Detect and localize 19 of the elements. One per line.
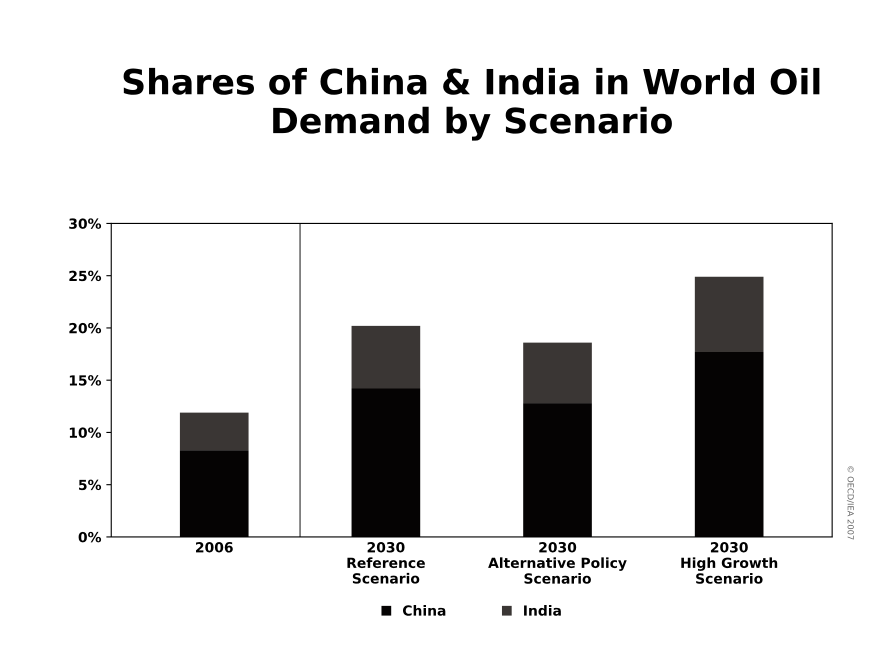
y-tick-label: 10% (70, 427, 102, 438)
y-tick-label: 0% (78, 532, 102, 542)
text: © OECD/IEA 2007 (846, 466, 854, 540)
x-tick-label: 2030 High Growth Scenario (681, 542, 778, 584)
y-tick-label: 25% (69, 270, 102, 282)
bar (523, 342, 592, 404)
bar (694, 276, 764, 352)
y-tick-label: 20% (69, 322, 102, 334)
x-tick-label: 2030 Alternative Policy Scenario (488, 542, 627, 584)
x-tick-label: 2030 Reference Scenario (347, 542, 425, 584)
legend-label: China (403, 605, 446, 616)
x-tick-label: 2006 (196, 542, 233, 553)
legend-label: India (524, 605, 561, 616)
y-tick-label: 30% (69, 218, 102, 229)
y-tick-label: 15% (70, 375, 102, 386)
chart-title: Shares of China & India in World Oil Demand by Scenario (124, 68, 820, 141)
y-tick-label: 5% (79, 480, 102, 490)
bar (180, 412, 249, 450)
bar (352, 326, 420, 389)
